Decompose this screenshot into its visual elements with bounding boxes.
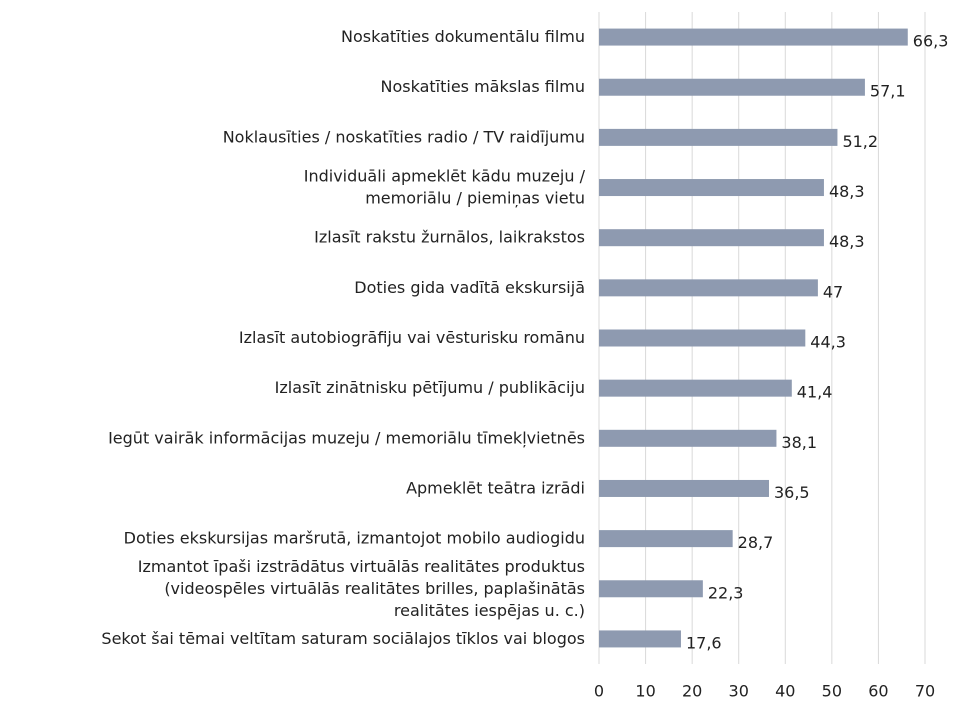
bar bbox=[599, 530, 733, 548]
y-tick-label: Sekot šai tēmai veltītam saturam sociāla… bbox=[101, 628, 585, 647]
value-label: 38,1 bbox=[781, 433, 817, 452]
bar bbox=[599, 479, 769, 497]
y-tick-label: Noskatīties dokumentālu filmu bbox=[341, 27, 585, 46]
bar bbox=[599, 379, 792, 397]
bar bbox=[599, 630, 681, 648]
value-label: 47 bbox=[823, 282, 843, 301]
bar bbox=[599, 229, 824, 247]
bar bbox=[599, 329, 806, 347]
value-label: 36,5 bbox=[774, 483, 810, 502]
value-label: 48,3 bbox=[829, 232, 865, 251]
x-tick-label: 0 bbox=[594, 682, 604, 701]
bar bbox=[599, 429, 777, 447]
x-tick-label: 20 bbox=[682, 682, 702, 701]
y-tick-label: Iegūt vairāk informācijas muzeju / memor… bbox=[108, 428, 585, 447]
value-label: 41,4 bbox=[797, 383, 833, 402]
x-tick-label: 10 bbox=[635, 682, 655, 701]
value-label: 48,3 bbox=[829, 182, 865, 201]
bar bbox=[599, 580, 703, 598]
x-tick-label: 60 bbox=[868, 682, 888, 701]
value-label: 44,3 bbox=[810, 333, 846, 352]
y-tick-label: Apmeklēt teātra izrādi bbox=[406, 478, 585, 497]
value-label: 57,1 bbox=[870, 82, 906, 101]
bar bbox=[599, 279, 818, 297]
y-tick-label: Noklausīties / noskatīties radio / TV ra… bbox=[223, 127, 585, 146]
x-tick-label: 40 bbox=[775, 682, 795, 701]
y-tick-label: Doties gida vadītā ekskursijā bbox=[354, 277, 585, 296]
y-tick-label: Individuāli apmeklēt kādu muzeju / memori… bbox=[304, 166, 586, 207]
x-tick-label: 30 bbox=[729, 682, 749, 701]
x-tick-label: 70 bbox=[915, 682, 935, 701]
y-tick-label: Noskatīties mākslas filmu bbox=[381, 77, 586, 96]
value-label: 22,3 bbox=[708, 583, 744, 602]
bar bbox=[599, 128, 838, 146]
value-label: 66,3 bbox=[913, 32, 949, 51]
bar bbox=[599, 28, 908, 46]
y-tick-label: Izmantot īpaši izstrādātus virtuālās rea… bbox=[138, 556, 585, 619]
bar bbox=[599, 179, 824, 197]
y-tick-label: Izlasīt autobiogrāfiju vai vēsturisku ro… bbox=[239, 328, 585, 347]
x-tick-label: 50 bbox=[822, 682, 842, 701]
value-label: 17,6 bbox=[686, 633, 722, 652]
y-tick-label: Izlasīt zinātnisku pētījumu / publikācij… bbox=[275, 378, 585, 397]
value-label: 51,2 bbox=[842, 132, 878, 151]
y-tick-label: Izlasīt rakstu žurnālos, laikrakstos bbox=[314, 227, 585, 246]
value-label: 28,7 bbox=[738, 533, 774, 552]
y-tick-label: Doties ekskursijas maršrutā, izmantojot … bbox=[124, 528, 585, 547]
bar bbox=[599, 78, 865, 96]
